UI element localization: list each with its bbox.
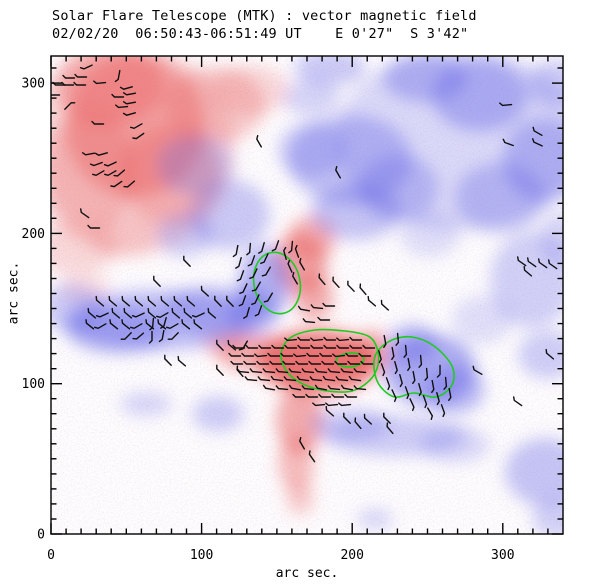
polarity-blobs — [51, 56, 563, 534]
svg-text:200: 200 — [340, 548, 363, 563]
svg-text:300: 300 — [491, 548, 514, 563]
svg-text:200: 200 — [22, 227, 45, 242]
figure-title: Solar Flare Telescope (MTK) : vector mag… — [52, 8, 477, 24]
svg-text:100: 100 — [22, 377, 45, 392]
tick-labels: 0 100 200 300 0 100 200 300 — [22, 77, 515, 563]
axes-frame — [50, 55, 564, 535]
svg-text:0: 0 — [47, 548, 55, 563]
svg-text:0: 0 — [37, 528, 45, 543]
vector-field — [51, 64, 558, 463]
svg-text:100: 100 — [190, 548, 213, 563]
figure-subtitle: 02/02/20 06:50:43-06:51:49 UT E 0'27" S … — [52, 26, 469, 42]
x-axis-label: arc sec. — [275, 566, 339, 581]
y-axis-label: arc sec. — [6, 261, 22, 325]
svg-text:300: 300 — [22, 77, 45, 92]
plot-content — [51, 56, 563, 534]
field-contours — [252, 251, 455, 398]
